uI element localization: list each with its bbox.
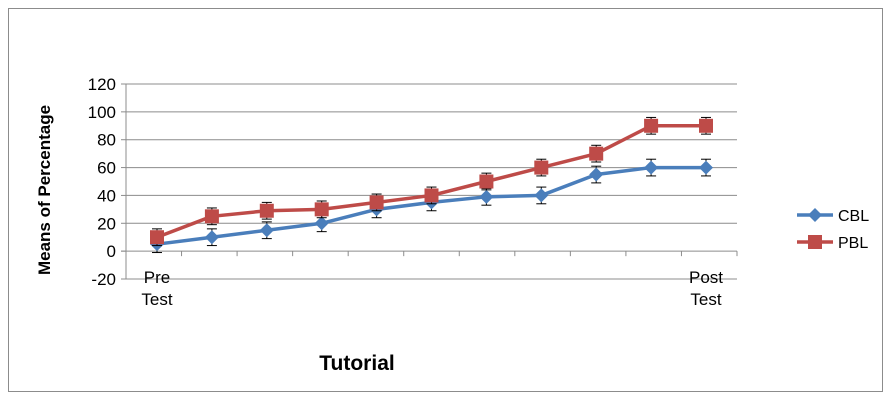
y-tick-label: 20: [97, 214, 116, 233]
legend-label: PBL: [838, 235, 868, 252]
x-tick-label: Test: [690, 290, 721, 309]
data-point: [150, 230, 164, 245]
y-tick-label: 80: [97, 131, 116, 150]
x-tick-label: Test: [141, 290, 172, 309]
data-point: [534, 188, 549, 203]
gridlines: [126, 83, 737, 280]
data-point: [589, 167, 604, 182]
data-point: [259, 203, 274, 218]
legend-marker: [808, 208, 822, 222]
data-point: [479, 174, 494, 189]
legend-label: CBL: [838, 208, 869, 225]
x-tick-label: Pre: [144, 268, 170, 287]
data-point: [589, 146, 604, 161]
x-axis-title: Tutorial: [319, 352, 394, 375]
data-point: [204, 230, 219, 245]
y-tick-label: 0: [107, 242, 116, 261]
data-point: [369, 195, 384, 210]
data-point: [424, 188, 439, 203]
data-point: [644, 160, 659, 175]
series-layer: [150, 116, 713, 254]
series-line-pbl: [156, 124, 706, 239]
data-point: [259, 223, 274, 238]
x-tick-label: Post: [689, 268, 723, 287]
data-point: [204, 209, 219, 224]
y-tick-label: -20: [91, 270, 116, 289]
data-point: [479, 189, 494, 204]
data-point: [314, 202, 329, 217]
y-tick-label: 60: [97, 159, 116, 178]
data-point: [699, 160, 713, 175]
data-point: [314, 216, 329, 231]
y-axis-title: Means of Percentage: [35, 105, 54, 275]
y-tick-label: 40: [97, 186, 116, 205]
data-point: [534, 160, 549, 175]
legend-marker: [808, 235, 822, 249]
data-point: [644, 118, 659, 133]
y-tick-label: 100: [88, 103, 116, 122]
y-tick-label: 120: [88, 75, 116, 94]
legend: CBL PBL: [797, 208, 869, 252]
data-point: [699, 118, 713, 133]
axes: -20 0 20 40 60 80 100 120 Pre Test Post Test: [88, 75, 738, 309]
